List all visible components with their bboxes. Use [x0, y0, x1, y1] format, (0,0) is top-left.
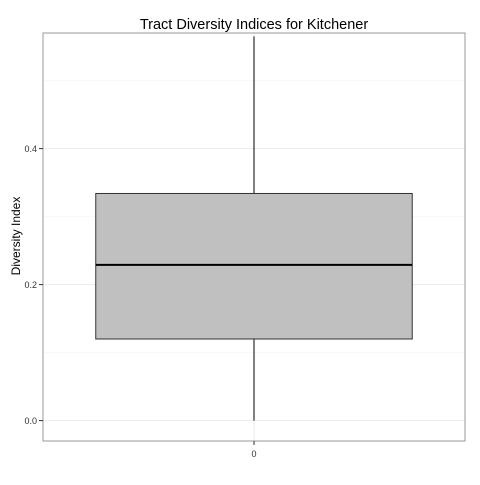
- y-tick-label: 0.0: [24, 416, 37, 426]
- x-tick-label: 0: [251, 449, 256, 459]
- plot-area: 0.0 0.2 0.4 0: [24, 32, 466, 459]
- chart-title: Tract Diversity Indices for Kitchener: [140, 17, 368, 33]
- box-iqr: [95, 192, 413, 340]
- y-tick-label: 0.4: [24, 144, 37, 154]
- y-tick-label: 0.2: [24, 280, 37, 290]
- y-axis-label: Diversity Index: [9, 197, 23, 276]
